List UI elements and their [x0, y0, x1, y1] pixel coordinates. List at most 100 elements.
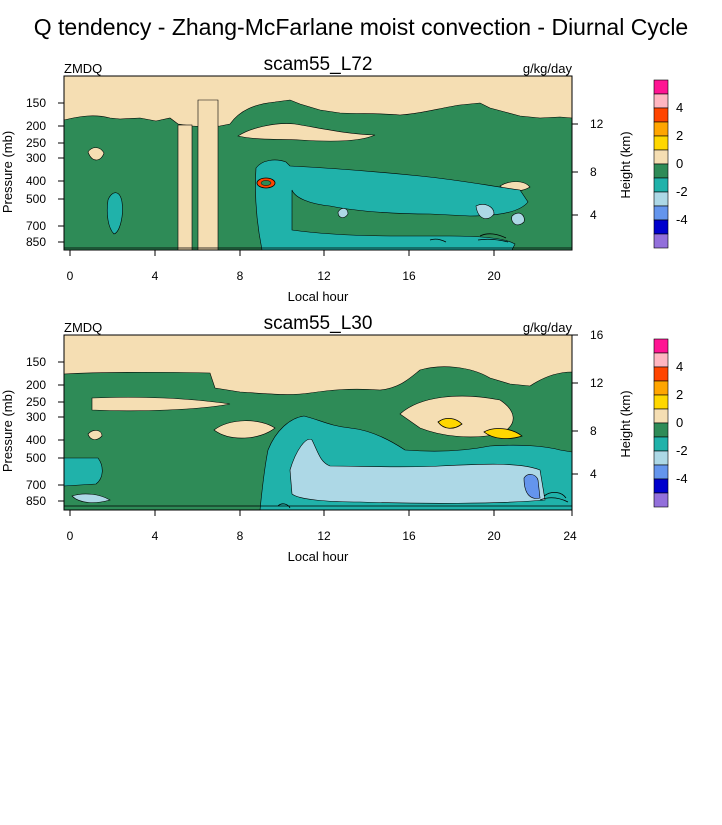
- panel2-colorbar-box-3: [654, 381, 668, 395]
- panel1-pressure-axis: 150 200 250 300 400 500 700 850: [26, 96, 64, 249]
- panel1-htick-8: 8: [590, 165, 597, 179]
- panel2-colorbar-box-9: [654, 465, 668, 479]
- panel2-cbar-label-0: 0: [676, 415, 683, 430]
- panel1-colorbar-box-9: [654, 206, 668, 220]
- panel2-ptick-400: 400: [26, 433, 46, 447]
- panel1-cbar-label-0: 0: [676, 156, 683, 171]
- panel2-ptick-700: 700: [26, 478, 46, 492]
- panel1-colorbar-box-0: [654, 80, 668, 94]
- panel1-title: scam55_L72: [264, 54, 373, 75]
- panel2-ptick-300: 300: [26, 410, 46, 424]
- panel2-colorbar-box-10: [654, 479, 668, 493]
- panel1-ptick-200: 200: [26, 119, 46, 133]
- panel2-height-axis: 16 12 8 4: [572, 328, 604, 481]
- panel1-colorbar-box-8: [654, 192, 668, 206]
- panel2-xtick-20: 20: [487, 529, 501, 543]
- panel1-htick-12: 12: [590, 117, 604, 131]
- panel1-colorbar-box-1: [654, 94, 668, 108]
- panel1-xtick-8: 8: [237, 269, 244, 283]
- panel1-units: g/kg/day: [523, 61, 573, 76]
- panel1-xlabel: Local hour: [288, 289, 349, 304]
- panel2-xtick-4: 4: [152, 529, 159, 543]
- panel2-htick-8: 8: [590, 424, 597, 438]
- panel2-ptick-250: 250: [26, 395, 46, 409]
- panel2-title: scam55_L30: [264, 313, 373, 334]
- panel2-htick-12: 12: [590, 376, 604, 390]
- panel1-cbar-label-4: 4: [676, 100, 683, 115]
- panel1-colorbar-box-6: [654, 164, 668, 178]
- panel2-colorbar-box-7: [654, 437, 668, 451]
- panel1-x-axis: 0 4 8 12 16 20: [67, 250, 501, 283]
- panel1-colorbar-box-11: [654, 234, 668, 248]
- panel2-colorbar-box-11: [654, 493, 668, 507]
- panel2-colorbar-box-6: [654, 423, 668, 437]
- panel2-cbar-label-4: 4: [676, 359, 683, 374]
- panel2-ptick-200: 200: [26, 378, 46, 392]
- panel2-xtick-16: 16: [402, 529, 416, 543]
- panel2-ptick-850: 850: [26, 494, 46, 508]
- panel1-htick-4: 4: [590, 208, 597, 222]
- panel1-height-axis: 12 8 4: [572, 117, 604, 222]
- panel1-cbar-label-2: 2: [676, 128, 683, 143]
- panel1-ptick-300: 300: [26, 151, 46, 165]
- panel2-colorbar: [654, 339, 668, 507]
- panel1-colorbar-box-3: [654, 122, 668, 136]
- panel1-colorbar-box-4: [654, 136, 668, 150]
- panel2-colorbar-box-2: [654, 367, 668, 381]
- panel2-contour-field: [64, 335, 572, 510]
- panel2-x-axis: 0 4 8 12 16 20 24: [67, 510, 577, 543]
- panel2-xtick-8: 8: [237, 529, 244, 543]
- panel2-region-teal-2: [64, 458, 102, 486]
- panel2-units: g/kg/day: [523, 320, 573, 335]
- panel2-xtick-12: 12: [317, 529, 331, 543]
- panel2-xtick-24: 24: [563, 529, 577, 543]
- panel2-htick-16: 16: [590, 328, 604, 342]
- panel1-region-lightblue-2: [338, 208, 348, 217]
- panel1-ptick-250: 250: [26, 136, 46, 150]
- panel1-xtick-16: 16: [402, 269, 416, 283]
- panel2-colorbar-box-5: [654, 409, 668, 423]
- panel2-ylabel: Pressure (mb): [0, 390, 15, 472]
- panel1-region-lightblue-3: [512, 213, 525, 225]
- panel2-xlabel: Local hour: [288, 549, 349, 564]
- panel1-cbar-label-m2: -2: [676, 184, 688, 199]
- panel2-pressure-axis: 150 200 250 300 400 500 700 850: [26, 355, 64, 508]
- panel1-colorbar-box-7: [654, 178, 668, 192]
- panel-scam55-L30: scam55_L30 ZMDQ g/kg/day 150: [0, 313, 688, 564]
- panel1-ptick-400: 400: [26, 174, 46, 188]
- panel1-colorbar-box-5: [654, 150, 668, 164]
- panel1-ptick-150: 150: [26, 96, 46, 110]
- panel2-left-label: ZMDQ: [64, 320, 102, 335]
- panel2-htick-4: 4: [590, 467, 597, 481]
- panel1-colorbar-labels: 4 2 0 -2 -4: [676, 100, 688, 227]
- panel1-left-label: ZMDQ: [64, 61, 102, 76]
- panel1-xtick-20: 20: [487, 269, 501, 283]
- panel1-colorbar-box-10: [654, 220, 668, 234]
- panel1-contour-field: [64, 76, 572, 250]
- panel2-ptick-500: 500: [26, 451, 46, 465]
- panel1-dry-column-1: [178, 125, 192, 250]
- panel1-ylabel: Pressure (mb): [0, 131, 15, 213]
- panel-scam55-L72: scam55_L72 ZMDQ g/kg/day: [0, 54, 688, 304]
- panel2-xtick-0: 0: [67, 529, 74, 543]
- panel2-colorbar-box-1: [654, 353, 668, 367]
- panel1-region-positive-core: [261, 181, 271, 186]
- panel1-xtick-4: 4: [152, 269, 159, 283]
- panel1-colorbar: [654, 80, 668, 248]
- panel1-cbar-label-m4: -4: [676, 212, 688, 227]
- panel2-cbar-label-m2: -2: [676, 443, 688, 458]
- panel2-ptick-150: 150: [26, 355, 46, 369]
- panel2-colorbar-box-0: [654, 339, 668, 353]
- panel2-colorbar-box-8: [654, 451, 668, 465]
- panel1-ptick-500: 500: [26, 192, 46, 206]
- panel1-xtick-12: 12: [317, 269, 331, 283]
- panel2-cbar-label-m4: -4: [676, 471, 688, 486]
- panel1-ptick-700: 700: [26, 219, 46, 233]
- panel2-colorbar-box-4: [654, 395, 668, 409]
- panel2-cbar-label-2: 2: [676, 387, 683, 402]
- panel1-ptick-850: 850: [26, 235, 46, 249]
- panel1-right-ylabel: Height (km): [618, 131, 633, 198]
- panel2-right-ylabel: Height (km): [618, 390, 633, 457]
- panel2-colorbar-labels: 4 2 0 -2 -4: [676, 359, 688, 486]
